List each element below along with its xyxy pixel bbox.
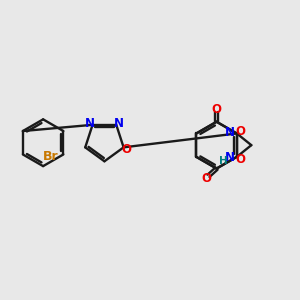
Text: O: O	[122, 143, 131, 156]
Text: N: N	[114, 117, 124, 130]
Text: Br: Br	[43, 150, 58, 163]
Text: O: O	[212, 103, 222, 116]
Text: O: O	[201, 172, 211, 185]
Text: N: N	[224, 151, 234, 164]
Text: N: N	[224, 126, 234, 139]
Text: O: O	[236, 124, 246, 137]
Text: N: N	[85, 117, 95, 130]
Text: H: H	[219, 156, 228, 166]
Text: O: O	[236, 153, 246, 166]
